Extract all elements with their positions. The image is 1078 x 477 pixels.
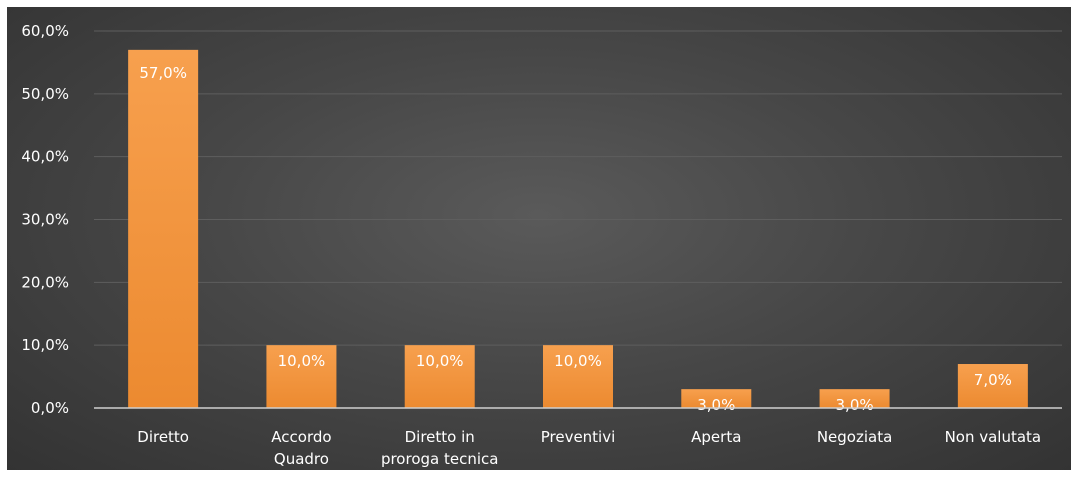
- data-label: 3,0%: [697, 396, 735, 414]
- x-category-label: Non valutata: [945, 428, 1042, 446]
- data-label: 10,0%: [416, 352, 464, 370]
- data-label: 7,0%: [974, 371, 1012, 389]
- data-label: 10,0%: [278, 352, 326, 370]
- data-label: 57,0%: [139, 64, 187, 82]
- bar-chart: 0,0% 10,0% 20,0% 30,0% 40,0% 50,0% 60,0% 57,0%…: [21, 22, 1062, 468]
- bars: 57,0% 10,0% 10,0% 10,0% 3,0% 3,0% 7,0%: [128, 49, 1028, 414]
- data-label: 10,0%: [554, 352, 602, 370]
- x-category-label: Preventivi: [541, 428, 616, 446]
- x-category-label: Negoziata: [817, 428, 892, 446]
- y-tick-label: 60,0%: [21, 22, 69, 40]
- category-labels: Diretto Accordo Quadro Diretto in proroga te…: [137, 428, 1041, 468]
- x-category-label: Accordo Quadro: [271, 428, 331, 468]
- y-axis-ticks: 0,0% 10,0% 20,0% 30,0% 40,0% 50,0% 60,0%: [21, 22, 69, 417]
- x-category-label: Diretto: [137, 428, 189, 446]
- data-label: 3,0%: [836, 396, 874, 414]
- y-tick-label: 20,0%: [21, 273, 69, 291]
- bar: [266, 345, 337, 408]
- y-tick-label: 10,0%: [21, 336, 69, 354]
- bar: [957, 364, 1028, 408]
- chart-area: 0,0% 10,0% 20,0% 30,0% 40,0% 50,0% 60,0% 57,0%…: [7, 7, 1071, 470]
- bar: [543, 345, 613, 408]
- bar: [681, 389, 752, 408]
- x-category-label: Aperta: [691, 428, 741, 446]
- gridlines: [94, 30, 1062, 346]
- y-tick-label: 0,0%: [31, 399, 69, 417]
- bar: [404, 345, 475, 408]
- bar: [819, 389, 890, 408]
- y-tick-label: 40,0%: [21, 148, 69, 166]
- bar: [128, 49, 199, 408]
- y-tick-label: 30,0%: [21, 211, 69, 229]
- y-tick-label: 50,0%: [21, 85, 69, 103]
- x-category-label: Diretto in proroga tecnica: [381, 428, 499, 468]
